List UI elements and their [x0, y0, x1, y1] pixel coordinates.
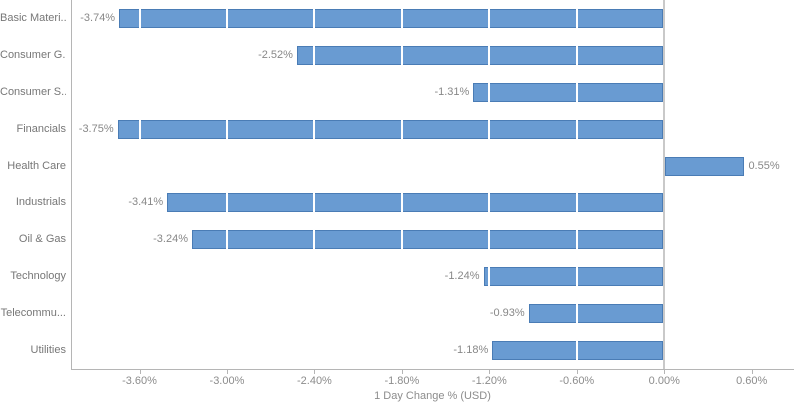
- bar-value-label: -3.75%: [78, 122, 114, 135]
- category-label: Telecommu...: [0, 307, 66, 320]
- x-tick-label: -1.80%: [384, 375, 420, 387]
- category-label: Industrials: [15, 196, 66, 209]
- bar-value-label: 0.55%: [748, 159, 780, 172]
- x-gridline: [313, 0, 316, 369]
- x-tick: [139, 370, 141, 374]
- x-tick-label: -2.40%: [296, 375, 332, 387]
- x-tick: [751, 370, 753, 374]
- bar-value-label: -3.41%: [128, 196, 164, 209]
- x-gridline: [488, 0, 491, 369]
- x-tick-label: -0.60%: [559, 375, 595, 387]
- x-tick-label: -3.60%: [122, 375, 157, 387]
- x-gridline: [225, 0, 228, 369]
- bar[interactable]: [483, 267, 664, 287]
- zero-baseline: [663, 0, 666, 369]
- x-tick: [314, 370, 316, 374]
- x-tick: [576, 370, 578, 374]
- bar[interactable]: [473, 82, 664, 102]
- x-tick: [489, 370, 491, 374]
- bar-value-label: -3.74%: [80, 11, 116, 24]
- x-gridline: [750, 0, 753, 369]
- x-axis-line: [71, 369, 794, 370]
- x-tick-label: -3.00%: [209, 375, 245, 387]
- x-gridline: [138, 0, 141, 369]
- bar[interactable]: [528, 304, 664, 324]
- y-axis-line: [71, 0, 72, 370]
- bar[interactable]: [665, 156, 745, 176]
- category-label: Consumer G...: [0, 48, 66, 61]
- bar-value-label: -2.52%: [258, 48, 293, 61]
- bar[interactable]: [167, 193, 664, 213]
- x-axis-title: 1 Day Change % (USD): [374, 390, 491, 402]
- x-tick: [664, 370, 666, 374]
- bar[interactable]: [119, 8, 664, 28]
- category-label: Consumer S...: [0, 85, 66, 98]
- bar[interactable]: [117, 119, 664, 139]
- x-tick: [401, 370, 403, 374]
- bar-value-label: -1.24%: [444, 270, 480, 283]
- x-gridline: [400, 0, 403, 369]
- bar-value-label: -0.93%: [489, 307, 525, 320]
- category-label: Oil & Gas: [18, 233, 66, 246]
- bar-value-label: -1.31%: [434, 85, 470, 98]
- category-label: Utilities: [30, 344, 66, 357]
- x-tick: [226, 370, 228, 374]
- category-label: Health Care: [7, 159, 66, 172]
- x-tick-label: 0.00%: [648, 375, 680, 387]
- bar-value-label: -3.24%: [153, 233, 188, 246]
- x-gridline: [575, 0, 578, 369]
- category-label: Technology: [10, 270, 66, 283]
- bar-value-label: -1.18%: [453, 344, 489, 357]
- bar[interactable]: [191, 230, 664, 250]
- x-tick-label: -1.20%: [471, 375, 507, 387]
- category-label: Financials: [16, 122, 66, 135]
- bar[interactable]: [296, 45, 664, 65]
- category-label: Basic Materi...: [0, 11, 66, 24]
- x-tick-label: 0.60%: [736, 375, 768, 387]
